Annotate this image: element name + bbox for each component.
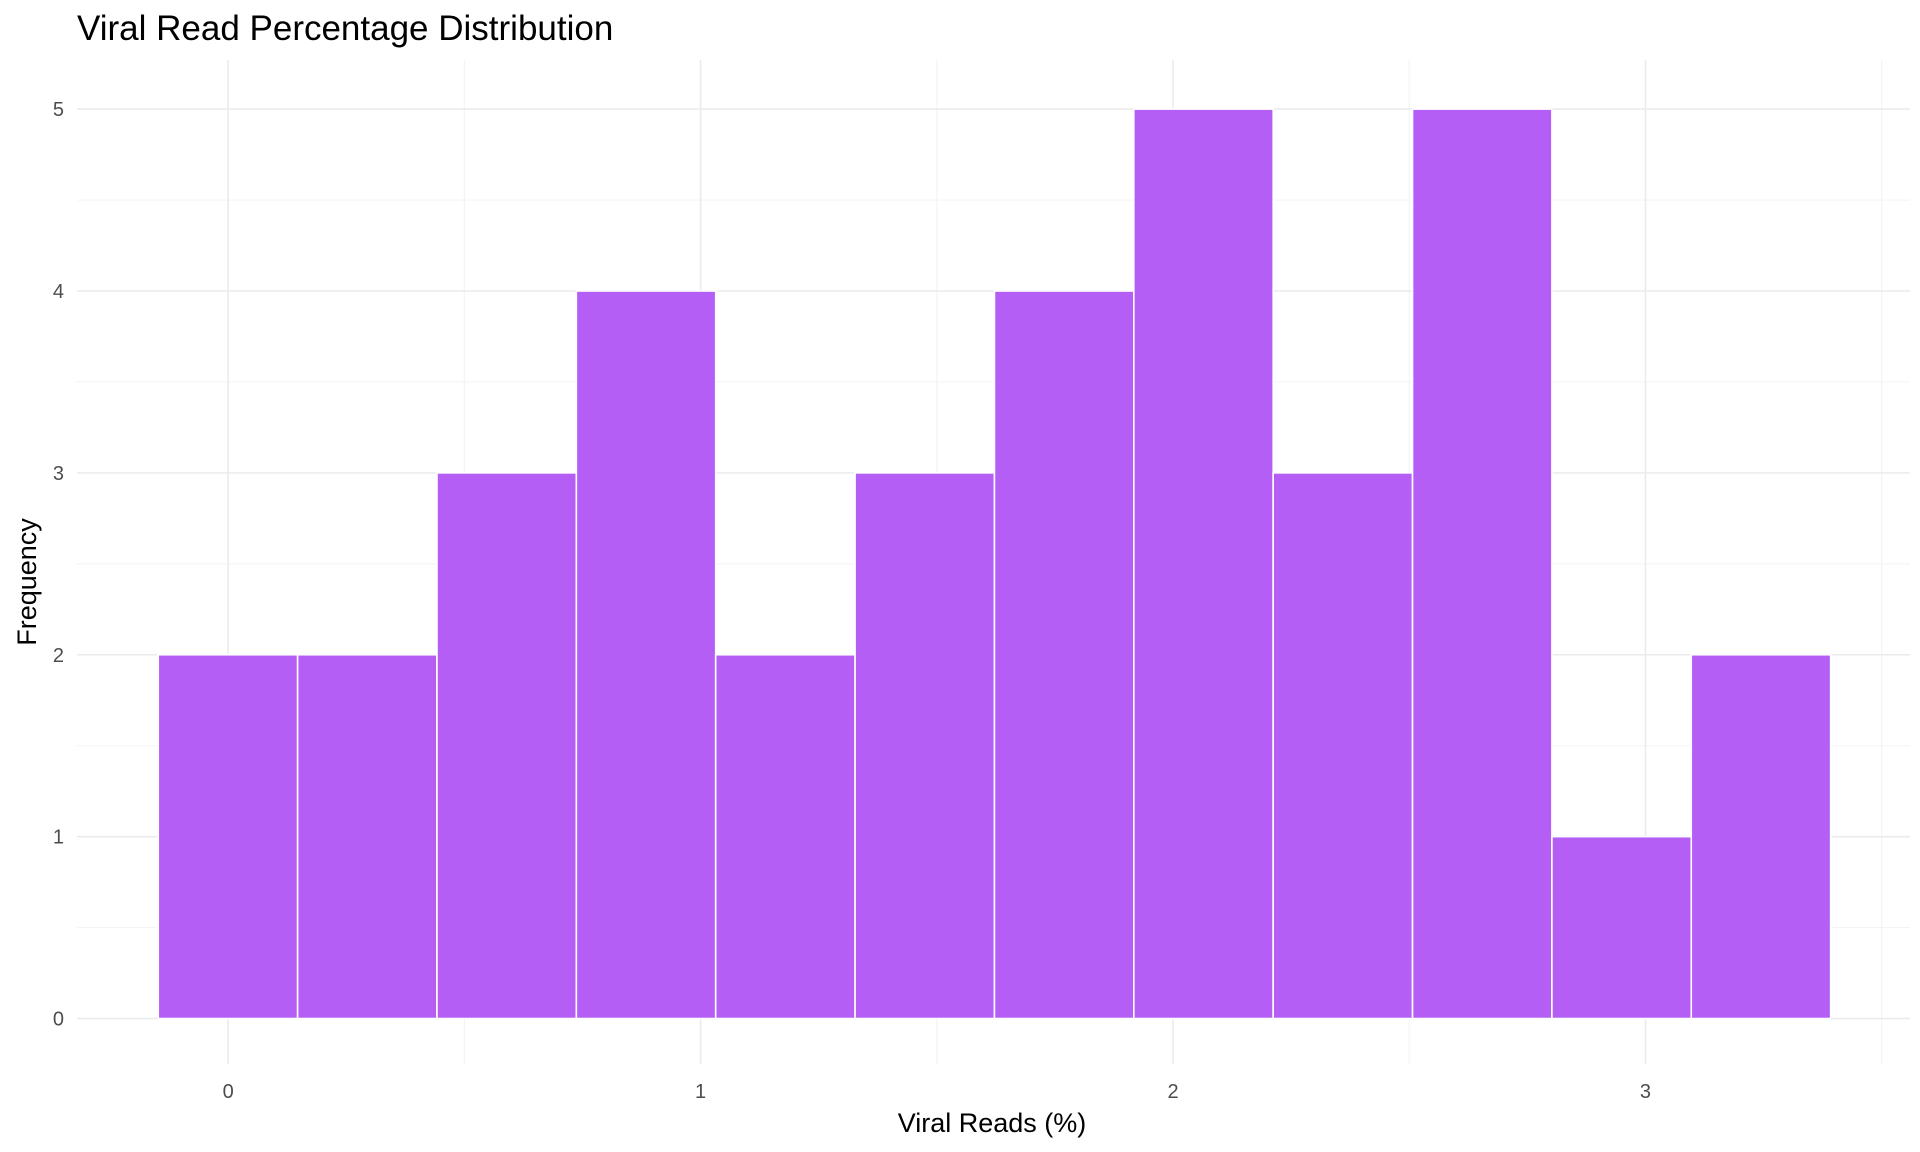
histogram-bar: [1690, 653, 1832, 1020]
histogram-bar: [436, 472, 578, 1020]
histogram-bar: [854, 472, 996, 1020]
y-tick-label: 3: [53, 463, 64, 485]
histogram-bar: [1551, 835, 1693, 1020]
y-tick-label: 5: [53, 99, 64, 121]
histogram-bar: [1133, 108, 1274, 1020]
x-tick-label: 2: [1167, 1081, 1178, 1103]
x-axis-ticks: 0 1 2 3: [223, 1081, 1651, 1103]
histogram-bar: [1272, 472, 1414, 1020]
x-tick-label: 1: [695, 1081, 706, 1103]
y-tick-label: 1: [53, 827, 64, 849]
histogram-bar: [714, 653, 856, 1020]
histogram-bar: [157, 653, 299, 1020]
x-tick-label: 3: [1640, 1081, 1651, 1103]
x-tick-label: 0: [223, 1081, 234, 1103]
histogram-bar: [1411, 108, 1553, 1020]
y-tick-label: 4: [53, 281, 64, 303]
y-tick-label: 2: [53, 645, 64, 667]
histogram-bar: [296, 653, 438, 1020]
y-axis-ticks: 0 1 2 3 4 5: [53, 99, 64, 1030]
chart-title: Viral Read Percentage Distribution: [77, 9, 613, 48]
histogram-bars: [157, 108, 1832, 1020]
y-axis-title: Frequency: [12, 518, 42, 646]
histogram-bar: [575, 290, 717, 1020]
histogram-bar: [993, 290, 1135, 1020]
x-axis-title: Viral Reads (%): [898, 1108, 1087, 1138]
y-tick-label: 0: [53, 1009, 64, 1031]
